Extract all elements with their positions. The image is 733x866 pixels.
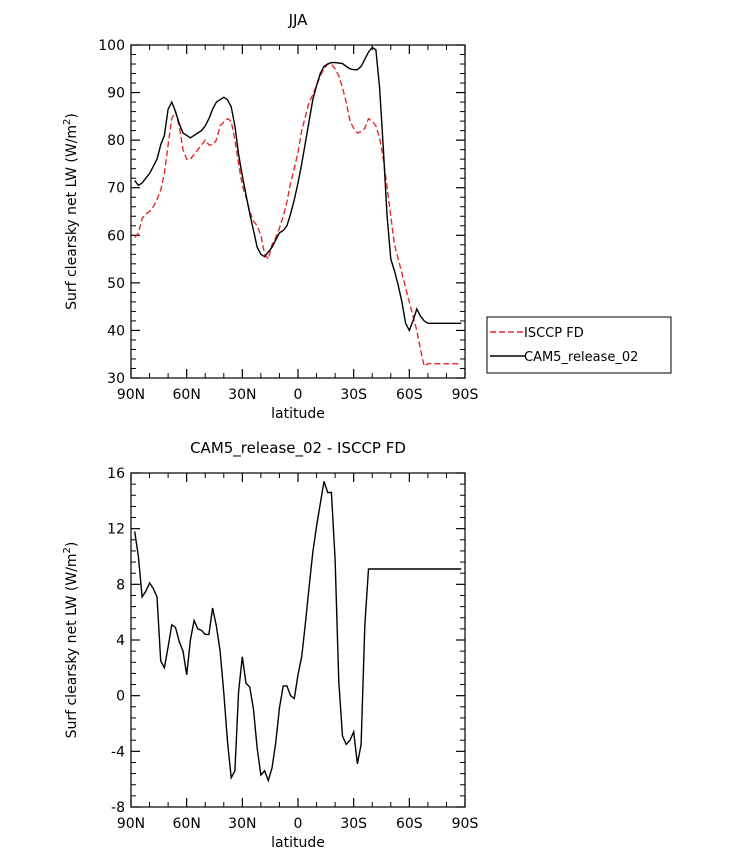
x-tick-label: 30S <box>340 816 367 832</box>
y-tick-label: -4 <box>111 744 125 760</box>
x-tick-label: 30N <box>228 816 256 832</box>
x-tick-label: 60S <box>396 816 423 832</box>
y-tick-label: 70 <box>107 181 125 197</box>
legend: ISCCP FD CAM5_release_02 <box>486 316 672 374</box>
y-axis-label: Surf clearsky net LW (W/m2) <box>62 113 80 310</box>
x-axis-label: latitude <box>271 835 325 851</box>
x-tick-label: 90N <box>117 816 145 832</box>
y-axis-label: Surf clearsky net LW (W/m2) <box>62 542 80 739</box>
x-tick-label: 60N <box>173 816 201 832</box>
y-tick-label: 100 <box>98 38 125 54</box>
x-axis-label: latitude <box>271 406 325 422</box>
x-tick-label: 60S <box>396 387 423 403</box>
y-tick-label: -8 <box>111 800 125 816</box>
y-tick-label: 8 <box>116 577 125 593</box>
series-line-cam5-release-02 <box>134 46 462 333</box>
series-line-isccp-fd <box>134 63 462 368</box>
legend-box <box>486 316 672 374</box>
x-tick-label: 0 <box>294 816 303 832</box>
y-tick-label: 4 <box>116 633 125 649</box>
top-panel: 30 40 50 60 70 80 90 100 90N 60N 30N 0 30S 60S 90S JJA l… <box>62 11 672 422</box>
x-tick-label: 0 <box>294 387 303 403</box>
chart-title: JJA <box>288 11 309 29</box>
x-tick-label: 90N <box>117 387 145 403</box>
y-tick-label: 30 <box>107 371 125 387</box>
legend-label: ISCCP FD <box>524 326 584 341</box>
y-tick-label: 60 <box>107 228 125 244</box>
x-tick-label: 30S <box>340 387 367 403</box>
series-line-difference <box>134 481 462 783</box>
y-tick-label: 0 <box>116 689 125 705</box>
x-tick-label: 60N <box>173 387 201 403</box>
y-tick-label: 40 <box>107 323 125 339</box>
y-tick-label: 50 <box>107 276 125 292</box>
x-tick-label: 90S <box>452 816 479 832</box>
plot-frame <box>130 472 466 808</box>
legend-label: CAM5_release_02 <box>524 350 638 365</box>
chart-title: CAM5_release_02 - ISCCP FD <box>190 439 406 458</box>
y-tick-label: 90 <box>107 86 125 102</box>
bottom-panel: -8 -4 0 4 8 12 16 90N 60N 30N 0 30S 60S 90S CAM5_relea… <box>62 439 478 851</box>
plot-frame <box>130 44 466 379</box>
x-tick-label: 90S <box>452 387 479 403</box>
y-tick-label: 80 <box>107 133 125 149</box>
y-tick-label: 12 <box>107 522 125 538</box>
y-tick-label: 16 <box>107 466 125 482</box>
x-tick-label: 30N <box>228 387 256 403</box>
